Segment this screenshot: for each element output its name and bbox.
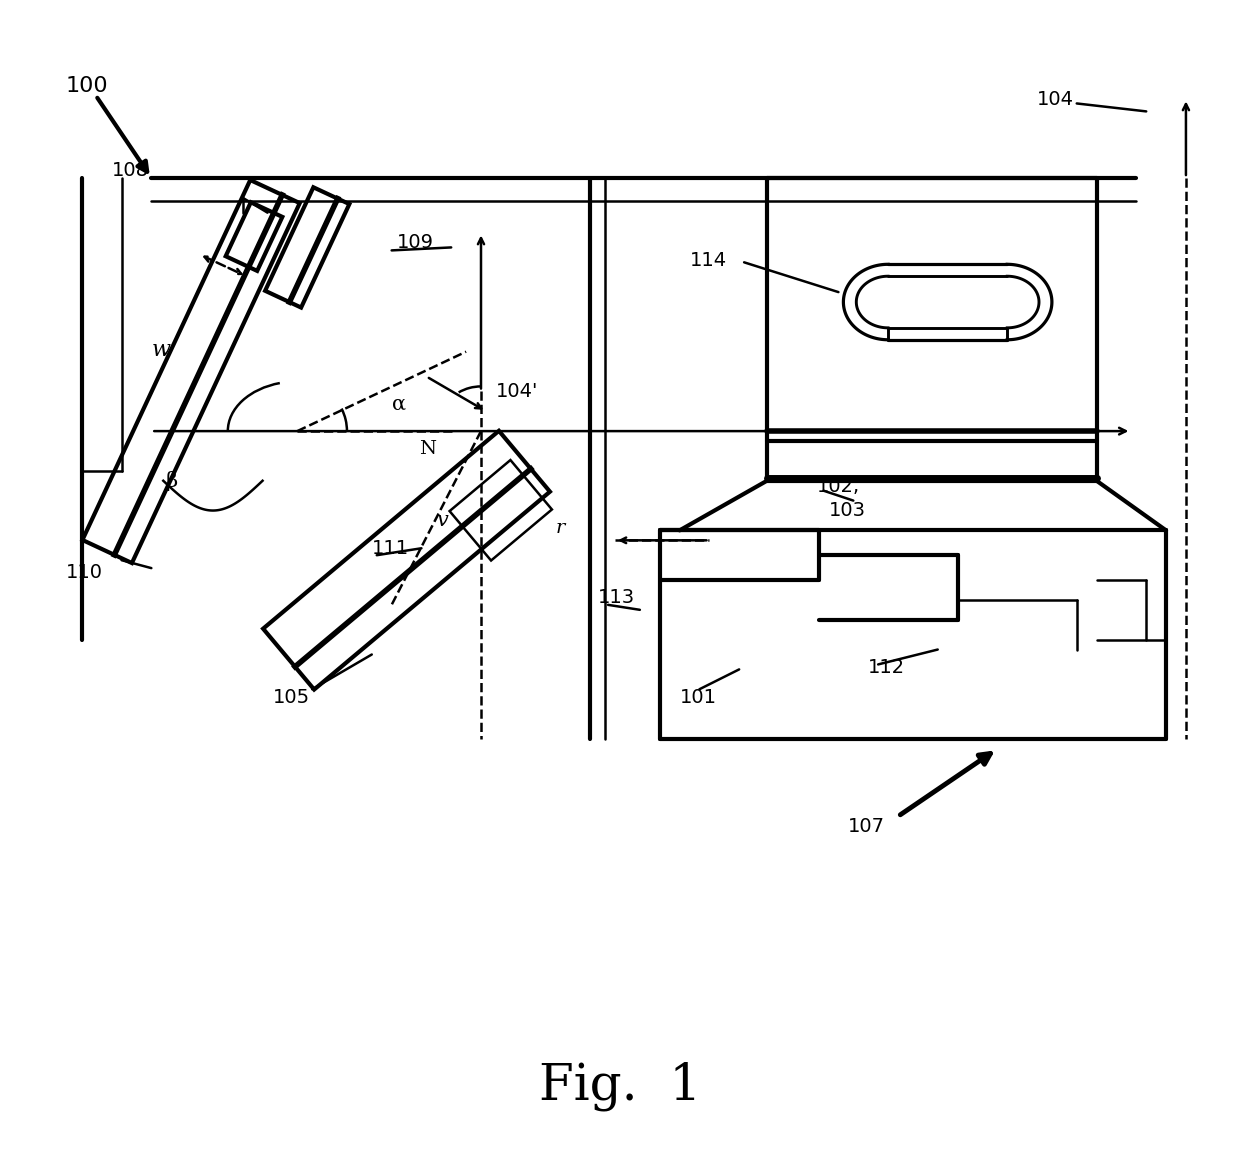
Text: 114: 114 [689,250,727,270]
Text: 108: 108 [112,161,149,180]
Text: 101: 101 [680,688,717,707]
Text: N: N [419,440,436,457]
Text: w: w [151,338,170,360]
Text: 102,: 102, [817,477,859,496]
Text: r: r [556,519,565,537]
Text: β: β [165,470,177,490]
Text: 103: 103 [828,501,866,519]
Text: 104: 104 [1037,90,1074,109]
Text: v: v [436,511,448,530]
Text: 113: 113 [598,589,635,607]
Text: 104': 104' [496,381,538,401]
Text: 100: 100 [66,76,109,96]
Text: α: α [392,394,405,414]
Text: 112: 112 [868,658,905,677]
Text: 107: 107 [848,817,885,835]
Text: 109: 109 [397,233,434,252]
Text: Fig.  1: Fig. 1 [539,1061,701,1112]
Text: 110: 110 [66,563,103,581]
Text: 105: 105 [273,688,310,707]
Text: 111: 111 [372,538,409,558]
